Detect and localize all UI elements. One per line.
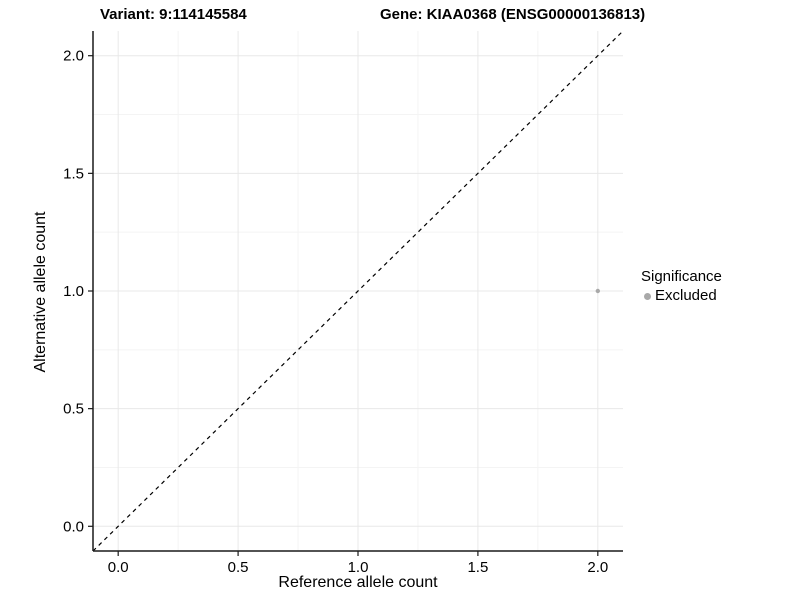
legend-title: Significance <box>641 268 722 285</box>
x-tick-label: 1.0 <box>348 559 369 576</box>
legend-point-icon <box>644 292 651 300</box>
legend-item-label: Excluded <box>655 287 717 304</box>
y-tick-label: 1.5 <box>63 165 84 182</box>
x-tick-label: 1.5 <box>467 559 488 576</box>
legend-item-excluded: Excluded <box>644 287 722 305</box>
data-point <box>595 288 601 294</box>
y-tick-label: 2.0 <box>63 48 84 65</box>
x-tick-label: 0.0 <box>108 559 129 576</box>
plot-title-variant: Variant: 9:114145584 <box>100 6 247 23</box>
y-tick-label: 1.0 <box>63 283 84 300</box>
x-tick-label: 2.0 <box>587 559 608 576</box>
x-axis-title: Reference allele count <box>278 574 438 591</box>
identity-line <box>92 30 624 552</box>
y-tick-label: 0.0 <box>63 518 84 535</box>
plot-title-gene: Gene: KIAA0368 (ENSG00000136813) <box>380 6 646 23</box>
y-tick-label: 0.5 <box>63 401 84 418</box>
legend: Significance Excluded <box>641 267 722 305</box>
x-tick-label: 0.5 <box>228 559 249 576</box>
